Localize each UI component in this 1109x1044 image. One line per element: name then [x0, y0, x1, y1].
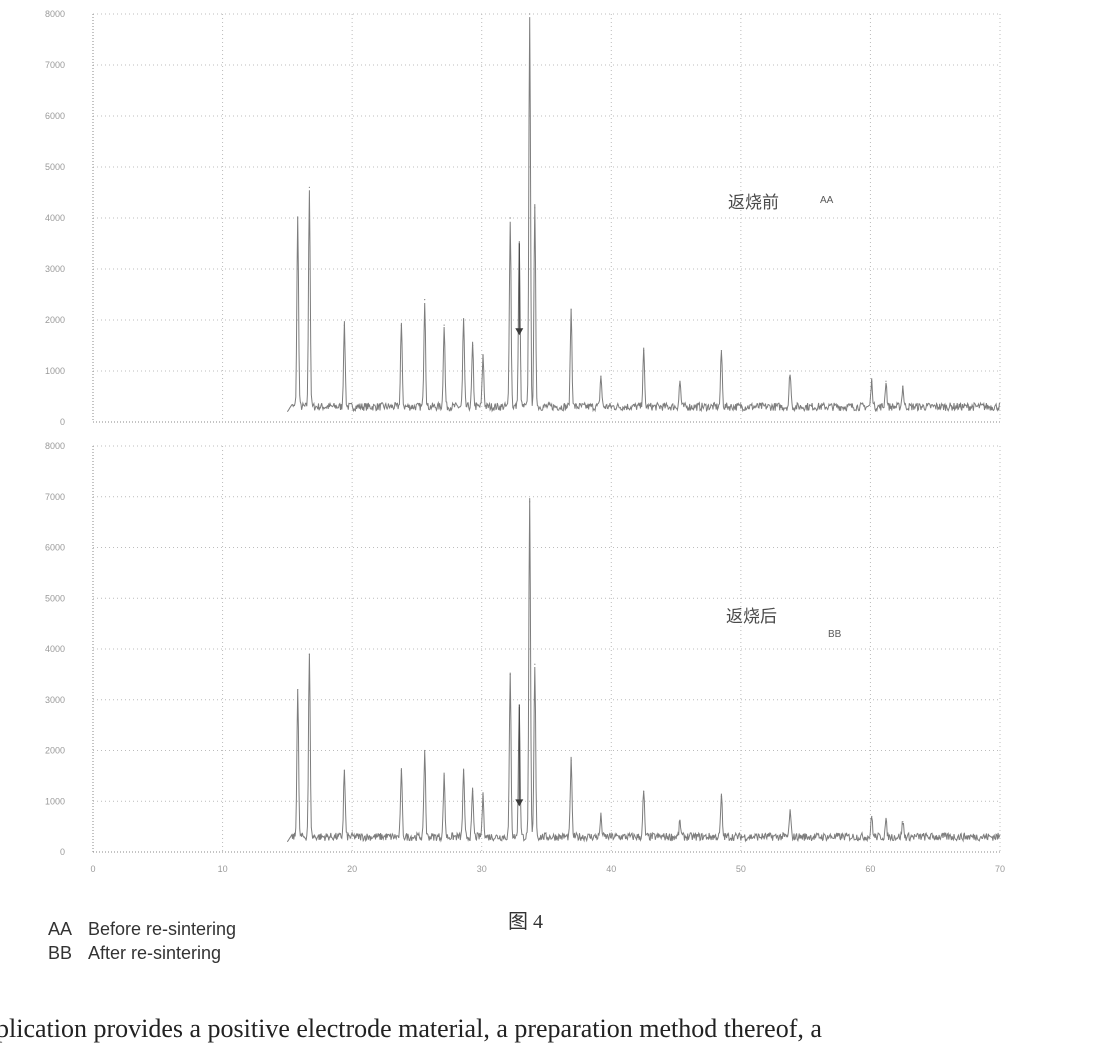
peak-point: [679, 820, 681, 823]
peak-point: [534, 663, 536, 665]
x-tick-label: 70: [995, 864, 1005, 874]
peak-point: [534, 207, 536, 209]
y-tick-label: 6000: [45, 543, 65, 553]
y-tick-label: 6000: [45, 111, 65, 121]
peak-point: [570, 309, 572, 311]
y-tick-label: 1000: [45, 366, 65, 376]
x-tick-label: 40: [606, 864, 616, 874]
legend-code: AA: [48, 918, 73, 939]
peak-point: [308, 653, 310, 655]
y-tick-label: 8000: [45, 441, 65, 451]
peak-point: [472, 790, 474, 792]
y-tick-label: 2000: [45, 746, 65, 756]
peak-point: [902, 820, 904, 823]
y-tick-label: 0: [60, 847, 65, 857]
peak-point: [529, 501, 531, 503]
y-tick-label: 7000: [45, 492, 65, 502]
y-tick-label: 5000: [45, 593, 65, 603]
peak-point: [400, 770, 402, 772]
peak-point: [424, 299, 426, 301]
legend-text: After re-sintering: [88, 942, 222, 963]
diffraction-trace: [286, 17, 1001, 413]
xrd-panel-after: 0 1000 2000 3000 4000 5000 6000 7000 8000 0 10 20 30…: [45, 441, 1005, 874]
peak-point: [720, 350, 723, 352]
peak-point: [902, 385, 904, 387]
peak-point: [509, 673, 511, 675]
peak-point: [472, 344, 474, 347]
peak-point: [600, 375, 602, 377]
peak-point: [343, 770, 345, 772]
legend: AA Before re-sintering BB After re-sinte…: [48, 917, 236, 965]
x-tick-label: 10: [218, 864, 228, 874]
peak-point: [789, 810, 791, 813]
peak-point: [570, 760, 572, 762]
peak-point: [885, 820, 887, 823]
series-label-code: AA: [820, 195, 834, 206]
peak-point: [885, 380, 887, 382]
x-tick-label: 30: [477, 864, 487, 874]
peak-point: [789, 370, 791, 372]
peak-point: [871, 380, 873, 382]
x-tick-label: 20: [347, 864, 357, 874]
series-label-cn: 返烧前: [728, 193, 779, 213]
y-tick-label: 3000: [45, 695, 65, 705]
y-tick-label: 2000: [45, 315, 65, 325]
legend-item: BB After re-sintering: [48, 941, 236, 965]
series-label-cn: 返烧后: [726, 607, 777, 627]
peak-point: [679, 380, 681, 382]
xrd-panel-before: 0 1000 2000 3000 4000 5000 6000 7000 8000 返烧前 AA: [45, 9, 1001, 427]
peak-point: [343, 324, 345, 326]
x-tick-label: 60: [865, 864, 875, 874]
x-tick-label: 0: [90, 864, 95, 874]
series-label-code: BB: [828, 629, 842, 640]
peak-point: [720, 795, 723, 797]
x-tick-label: 50: [736, 864, 746, 874]
y-tick-label: 5000: [45, 162, 65, 172]
y-tick-label: 1000: [45, 796, 65, 806]
peak-point: [643, 790, 645, 792]
peak-point: [462, 770, 465, 772]
y-tick-label: 4000: [45, 213, 65, 223]
figure-caption: 图 4: [508, 911, 543, 933]
peak-point: [462, 319, 465, 321]
y-tick-label: 3000: [45, 264, 65, 274]
peak-point: [600, 815, 602, 818]
peak-point: [643, 350, 645, 352]
body-text: plication provides a positive electrode …: [0, 1014, 822, 1043]
peak-point: [509, 217, 511, 219]
legend-code: BB: [48, 942, 73, 963]
peak-point: [529, 13, 531, 15]
y-tick-label: 8000: [45, 9, 65, 19]
arrow-head: [515, 799, 524, 807]
peak-point: [297, 689, 299, 691]
peak-point: [482, 355, 484, 357]
peak-point: [482, 795, 484, 797]
legend-text: Before re-sintering: [88, 918, 237, 939]
y-tick-label: 0: [60, 417, 65, 427]
peak-point: [308, 186, 310, 188]
peak-point: [400, 324, 402, 326]
diffraction-trace: [286, 498, 1001, 843]
y-tick-label: 4000: [45, 644, 65, 654]
peak-point: [443, 775, 445, 777]
peak-point: [424, 749, 426, 752]
peak-point: [871, 815, 873, 818]
arrow-head: [515, 328, 524, 336]
y-tick-label: 7000: [45, 60, 65, 70]
legend-item: AA Before re-sintering: [48, 917, 236, 941]
peak-point: [443, 324, 445, 326]
peak-point: [297, 217, 299, 219]
